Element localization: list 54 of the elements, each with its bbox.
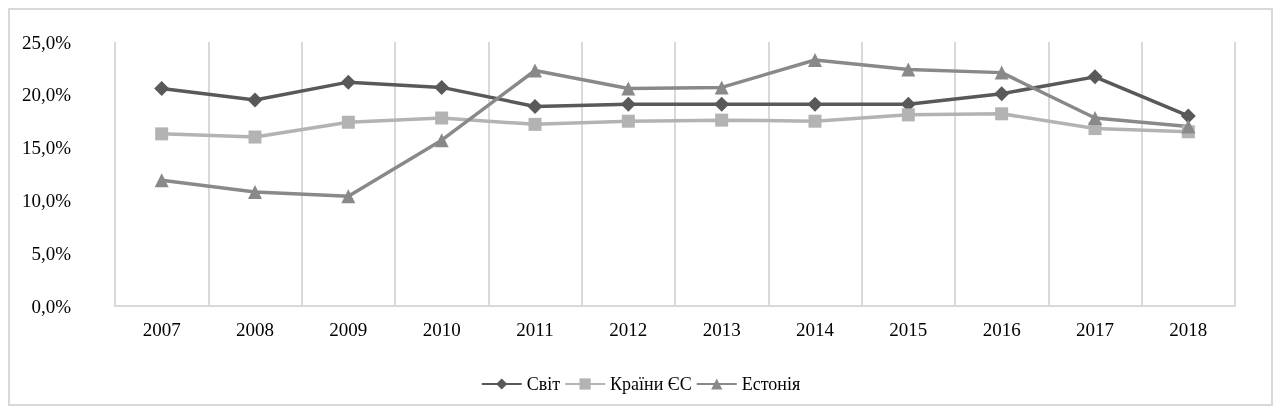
point: [1181, 119, 1196, 134]
point: [621, 114, 635, 128]
point: [527, 98, 543, 114]
point: [808, 114, 822, 128]
x-tick-label: 2014: [796, 319, 835, 340]
y-tick-label: 0,0%: [31, 295, 72, 317]
point: [1180, 108, 1196, 124]
y-tick-label: 15,0%: [21, 137, 72, 159]
point: [901, 62, 916, 77]
point: [715, 113, 729, 127]
point: [434, 133, 449, 148]
point: [340, 74, 356, 90]
point: [714, 96, 730, 112]
point: [994, 65, 1009, 80]
x-tick-label: 2010: [422, 319, 461, 340]
point: [341, 189, 356, 204]
y-tick-label: 10,0%: [21, 189, 72, 211]
point: [155, 127, 169, 141]
point: [154, 173, 169, 188]
point: [808, 52, 822, 67]
point: [341, 115, 355, 129]
point: [621, 81, 636, 96]
x-tick-label: 2009: [329, 319, 368, 340]
point: [247, 92, 263, 108]
point: [714, 80, 729, 95]
point: [435, 111, 449, 125]
legend-label: Естонія: [741, 374, 801, 394]
point: [1088, 111, 1102, 126]
y-tick-label: 5,0%: [31, 242, 72, 264]
point: [995, 107, 1009, 121]
point: [620, 96, 636, 112]
x-tick-label: 2011: [516, 319, 554, 340]
y-tick-label: 20,0%: [21, 84, 72, 106]
y-tick-label: 25,0%: [21, 31, 72, 53]
x-tick-label: 2013: [702, 319, 741, 340]
x-tick-label: 2007: [142, 319, 181, 340]
x-tick-label: 2012: [609, 319, 648, 340]
point: [248, 184, 262, 199]
point: [154, 80, 170, 96]
legend-label: Світ: [526, 374, 561, 394]
point: [994, 86, 1010, 102]
x-tick-label: 2018: [1169, 319, 1208, 340]
point: [901, 108, 915, 122]
point: [434, 79, 450, 95]
x-tick-label: 2016: [982, 319, 1021, 340]
point: [807, 96, 823, 112]
x-tick-label: 2008: [236, 319, 274, 340]
x-tick-label: 2017: [1076, 319, 1114, 340]
point: [248, 130, 262, 144]
point: [528, 63, 542, 78]
x-tick-label: 2015: [889, 319, 928, 340]
point: [528, 117, 542, 131]
point: [1087, 69, 1103, 85]
legend-label: Країни ЄС: [610, 374, 692, 394]
